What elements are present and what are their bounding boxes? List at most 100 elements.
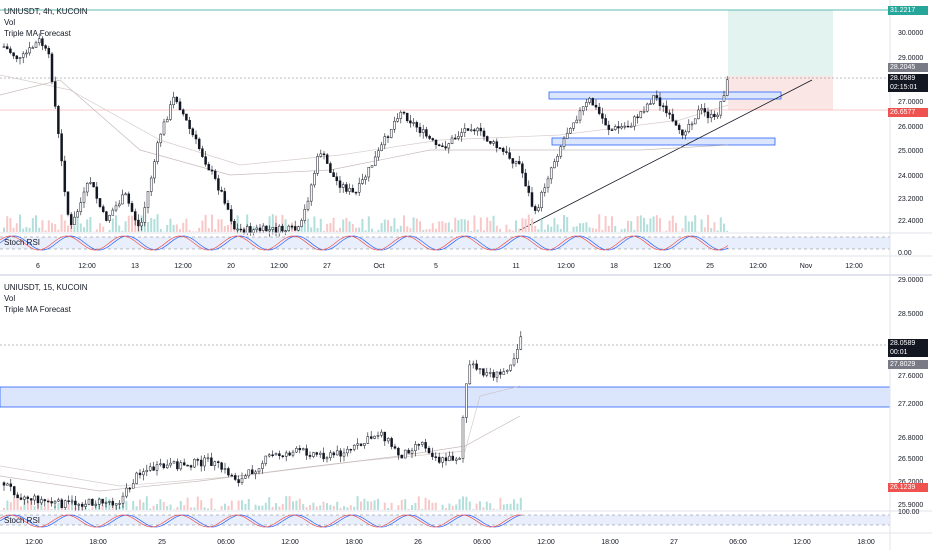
top-candle — [95, 186, 99, 199]
bottom-candle — [475, 363, 478, 370]
top-volume-bar — [460, 219, 463, 232]
top-candle — [597, 106, 601, 114]
bottom-candle — [359, 443, 363, 446]
top-time-tick: 27 — [323, 263, 331, 270]
top-candle — [543, 187, 547, 193]
top-candle — [655, 95, 659, 98]
top-chart-svg[interactable]: 30.0000 29.0000 27.0000 26.0000 25.0000 24.00… — [0, 0, 932, 275]
top-candle — [409, 120, 412, 124]
top-price-tick: 22.4000 — [898, 218, 923, 225]
top-volume-bar — [543, 229, 546, 232]
bottom-volume-bar — [513, 499, 515, 510]
top-candle — [668, 112, 671, 115]
top-symbol-label[interactable]: UNIUSDT, 4h, KUCOIN — [4, 7, 88, 16]
bottom-stoch-label[interactable]: Stoch RSI — [4, 516, 41, 525]
bottom-volume-bar — [278, 506, 281, 510]
top-volume-bar — [211, 214, 213, 232]
top-candle — [303, 209, 307, 221]
top-candle — [613, 126, 617, 130]
bottom-vol-label[interactable]: Vol — [4, 294, 16, 303]
bottom-symbol-label[interactable]: UNIUSDT, 15, KUCOIN — [4, 283, 88, 292]
bottom-candle — [366, 436, 370, 444]
bottom-volume-bar — [387, 507, 390, 510]
top-stoch-label[interactable]: Stoch RSI — [4, 238, 41, 247]
top-candle — [674, 120, 678, 126]
bottom-chart-pane[interactable]: 29.0000 28.5000 27.6000 27.2000 26.8000 26.50… — [0, 276, 932, 550]
top-volume-bar — [367, 216, 370, 232]
top-volume-bar — [601, 229, 604, 232]
resistance-zone[interactable] — [548, 91, 782, 100]
bottom-volume-bar — [159, 499, 162, 510]
top-vol-label[interactable]: Vol — [4, 18, 16, 27]
top-candle — [386, 136, 390, 138]
top-volume-bar — [406, 226, 409, 232]
top-candle — [652, 95, 655, 104]
top-ma-label[interactable]: Triple MA Forecast — [4, 29, 71, 38]
top-candle — [204, 156, 207, 165]
top-chart-pane[interactable]: 30.0000 29.0000 27.0000 26.0000 25.0000 24.00… — [0, 0, 932, 275]
bottom-volume-bar — [176, 507, 179, 510]
top-price-tick: 26.0000 — [898, 124, 923, 131]
bottom-volume-bar — [258, 505, 260, 510]
top-candle — [658, 97, 662, 107]
top-candle — [434, 139, 438, 145]
top-volume-bar — [361, 218, 364, 232]
bottom-time-axis[interactable]: 12:00 18:00 25 06:00 12:00 18:00 26 06:00 12:00 1… — [25, 539, 875, 546]
top-volume-bar — [67, 225, 69, 232]
top-volume-bar — [95, 229, 98, 232]
top-volume-bar — [444, 222, 447, 232]
top-volume-bar — [563, 215, 565, 232]
bottom-chart-svg[interactable]: 29.0000 28.5000 27.6000 27.2000 26.8000 26.50… — [0, 276, 932, 550]
top-candle — [431, 138, 435, 141]
bottom-volume-bar — [309, 504, 311, 510]
bottom-stoch-lines — [0, 514, 523, 528]
top-candle — [341, 184, 345, 188]
top-candle — [623, 125, 627, 128]
top-volume-bar — [431, 223, 434, 232]
rising-trendline[interactable] — [519, 79, 813, 231]
top-volume-bar — [620, 229, 623, 232]
bottom-price-tag: 28.0589 — [888, 339, 928, 348]
bottom-candle — [145, 470, 149, 472]
support-zone[interactable] — [551, 137, 776, 146]
top-volume-bar — [668, 220, 671, 232]
bottom-candle — [227, 468, 230, 476]
bottom-volume-bar — [462, 496, 464, 510]
bottom-candle — [101, 498, 104, 504]
bottom-volume-bar — [43, 506, 46, 510]
top-volume-bar — [527, 214, 530, 232]
top-time-axis[interactable]: 6 12:00 13 12:00 20 12:00 27 Oct 5 11 12:00 18 12:00… — [36, 263, 863, 270]
bottom-candle — [111, 501, 115, 506]
top-candle — [588, 98, 591, 103]
top-volume-bar — [147, 222, 149, 232]
top-candle — [572, 122, 575, 129]
top-candle — [316, 156, 319, 174]
bottom-candle — [431, 452, 434, 457]
bottom-candle — [264, 455, 268, 464]
bottom-candle — [94, 504, 98, 506]
top-candle — [265, 225, 268, 232]
top-stoch-d — [0, 235, 729, 251]
bottom-volume-bar — [404, 499, 407, 510]
bottom-price-axis[interactable]: 29.0000 28.5000 27.6000 27.2000 26.8000 26.50… — [898, 277, 923, 516]
top-candle — [25, 52, 28, 55]
top-candle — [178, 101, 182, 111]
bottom-ma-label[interactable]: Triple MA Forecast — [4, 305, 71, 314]
pane-separator[interactable] — [0, 274, 932, 276]
bottom-volume-bar — [502, 504, 505, 510]
top-candle — [165, 119, 169, 123]
top-volume-bar — [537, 229, 540, 232]
top-candle — [578, 110, 582, 121]
bottom-candle — [16, 494, 19, 499]
top-candle — [661, 105, 665, 108]
top-volume-bar — [479, 217, 482, 232]
bottom-volume-bar — [343, 506, 345, 510]
top-candle — [111, 209, 115, 216]
top-volume-bar — [339, 227, 341, 232]
bottom-zone[interactable] — [0, 386, 891, 408]
top-time-tick: 20 — [227, 263, 235, 270]
bottom-candle — [410, 450, 414, 454]
top-price-axis[interactable]: 30.0000 29.0000 27.0000 26.0000 25.0000 24.00… — [898, 30, 923, 257]
bottom-legend: UNIUSDT, 15, KUCOIN Vol Triple MA Foreca… — [4, 282, 88, 315]
bottom-price-tick: 25.9000 — [898, 502, 923, 509]
